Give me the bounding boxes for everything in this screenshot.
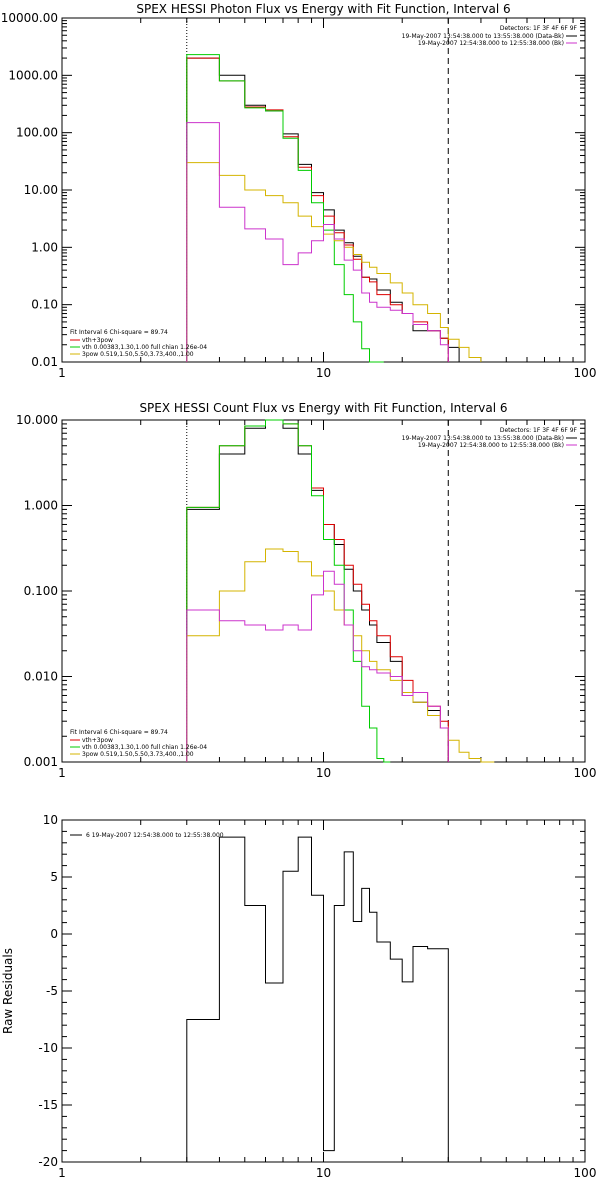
y-axis-label: Raw Residuals: [1, 948, 15, 1034]
y-tick-label: 10: [43, 813, 58, 827]
count-flux-panel: SPEX HESSI Count Flux vs Energy with Fit…: [16, 401, 596, 780]
series-line: [186, 122, 449, 362]
y-tick-label: 0.001: [24, 755, 58, 769]
series-line: [186, 162, 482, 362]
series-line: [186, 54, 384, 363]
y-tick-label: 10.00: [24, 183, 58, 197]
x-tick-label: 1: [58, 1166, 66, 1180]
legend-header: Fit Interval 6 Chi-square = 89.74: [70, 329, 168, 336]
y-tick-label: 0: [50, 927, 58, 941]
legend-label: 19-May-2007 12:54:38.000 to 12:55:38.000…: [418, 40, 564, 47]
photon-flux-panel: SPEX HESSI Photon Flux vs Energy with Fi…: [1, 2, 597, 380]
series-line: [186, 57, 449, 362]
legend-label: vth+3pow: [82, 337, 113, 344]
y-tick-label: 0.01: [31, 355, 58, 369]
x-tick-label: 100: [574, 766, 597, 780]
y-tick-label: 10.000: [16, 413, 58, 427]
x-tick-label: 100: [574, 366, 597, 380]
legend-label: 19-May-2007 13:54:38.000 to 13:55:38.000…: [402, 33, 564, 40]
y-tick-label: 10000.00: [1, 11, 58, 25]
legend-label: 19-May-2007 12:54:38.000 to 12:55:38.000…: [418, 442, 564, 449]
y-tick-label: -10: [38, 1041, 58, 1055]
legend-label: 19-May-2007 13:54:38.000 to 13:55:38.000…: [402, 435, 564, 442]
legend-label: 3pow 0.519,1.50,5.50,3.73,400.,1.00: [82, 751, 194, 758]
legend-label: 6 19-May-2007 12:54:38.000 to 12:55:38.0…: [86, 832, 224, 839]
y-tick-label: -15: [38, 1098, 58, 1112]
y-tick-label: 0.100: [24, 584, 58, 598]
plot-frame: [61, 17, 586, 363]
y-tick-label: 100.00: [16, 126, 58, 140]
legend-label: vth 0.00383,1.30,1.00 full chian 1.26e-0…: [82, 744, 207, 751]
legend-label: vth+3pow: [82, 737, 113, 744]
legend-header: Detectors: 1F 3F 4F 6F 9F: [500, 25, 578, 32]
y-tick-label: -20: [38, 1155, 58, 1169]
series-line: [186, 57, 460, 362]
legend-header: Fit Interval 6 Chi-square = 89.74: [70, 729, 168, 736]
series-line: [186, 419, 391, 763]
x-tick-label: 10: [316, 366, 331, 380]
chart-title: SPEX HESSI Count Flux vs Energy with Fit…: [139, 401, 507, 415]
y-tick-label: -5: [46, 984, 58, 998]
y-tick-label: 0.010: [24, 670, 58, 684]
residuals-panel: 1 10 100 10 5 0 -5 -10 -15 -20 Raw Residuals 6 19-M…: [1, 813, 596, 1180]
y-tick-label: 1.00: [31, 240, 58, 254]
x-tick-label: 10: [316, 1166, 331, 1180]
legend-label: vth 0.00383,1.30,1.00 full chian 1.26e-0…: [82, 344, 207, 351]
y-tick-label: 0.10: [31, 298, 58, 312]
series-line: [186, 836, 449, 1162]
x-tick-label: 10: [316, 766, 331, 780]
legend-label: 3pow 0.519,1.50,5.50,3.73,400.,1.00: [82, 351, 194, 358]
x-tick-label: 100: [574, 1166, 597, 1180]
x-tick-label: 1: [58, 366, 66, 380]
series-line: [186, 570, 449, 762]
y-tick-label: 1000.00: [8, 68, 58, 82]
legend-header: Detectors: 1F 3F 4F 6F 9F: [500, 427, 578, 434]
y-tick-label: 1.000: [24, 499, 58, 513]
chart-title: SPEX HESSI Photon Flux vs Energy with Fi…: [136, 2, 510, 16]
x-tick-label: 1: [58, 766, 66, 780]
y-tick-label: 5: [50, 870, 58, 884]
